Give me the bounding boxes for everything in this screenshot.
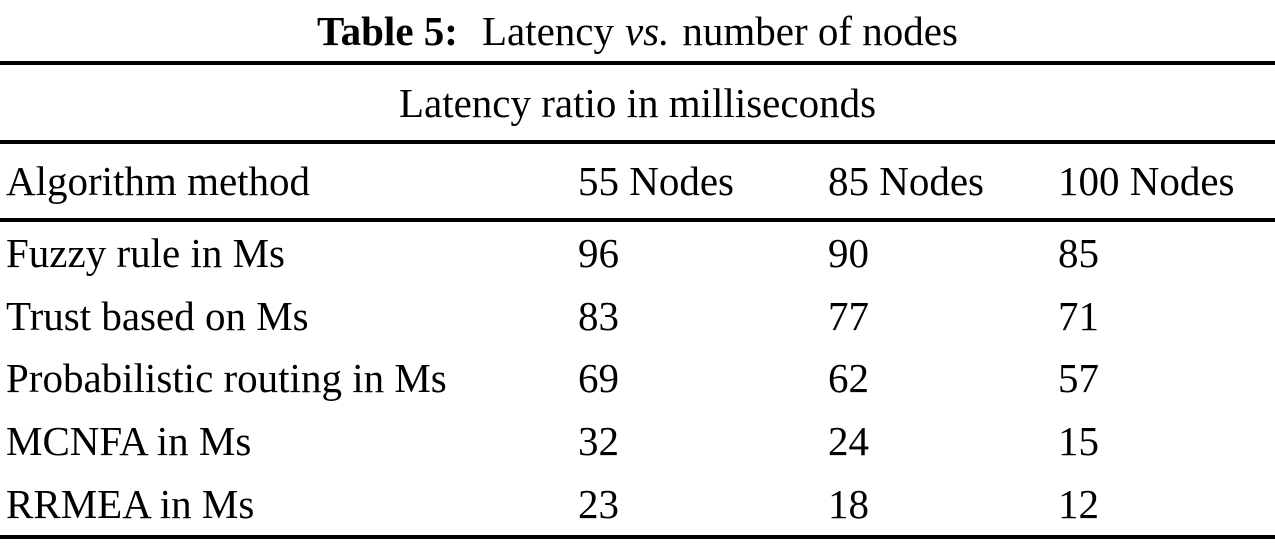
row-label: RRMEA in Ms xyxy=(6,480,255,527)
table-cell: 12 xyxy=(1058,480,1099,527)
table-row: Trust based on Ms 83 77 71 xyxy=(0,285,1275,348)
table-cell: 85 xyxy=(1058,230,1099,277)
table-row: RRMEA in Ms 23 18 12 xyxy=(0,472,1275,535)
table-caption-text-end: number of nodes xyxy=(682,7,958,54)
table-caption: Table 5: Latency vs. number of nodes xyxy=(0,0,1275,61)
table-row: MCNFA in Ms 32 24 15 xyxy=(0,410,1275,473)
column-header-100-nodes: 100 Nodes xyxy=(1058,158,1235,204)
table-caption-vs: vs. xyxy=(624,7,670,54)
table-header-row: Algorithm method 55 Nodes 85 Nodes 100 N… xyxy=(0,144,1275,218)
table-cell: 23 xyxy=(578,480,619,527)
table-body: Fuzzy rule in Ms 96 90 85 Trust based on… xyxy=(0,222,1275,535)
table-row: Fuzzy rule in Ms 96 90 85 xyxy=(0,222,1275,285)
table-cell: 77 xyxy=(828,292,869,339)
table-cell: 83 xyxy=(578,292,619,339)
table-subtitle: Latency ratio in milliseconds xyxy=(398,79,877,126)
table-cell: 69 xyxy=(578,355,619,402)
subtitle-rule xyxy=(0,140,1275,144)
table-cell: 24 xyxy=(828,418,869,465)
table-row: Probabilistic routing in Ms 69 62 57 xyxy=(0,347,1275,410)
column-header-algorithm-method: Algorithm method xyxy=(6,158,311,204)
table-cell: 71 xyxy=(1058,292,1099,339)
table-caption-text: Latency xyxy=(481,7,614,54)
column-header-55-nodes: 55 Nodes xyxy=(578,158,735,204)
table-caption-number: Table 5: xyxy=(317,7,458,54)
table-cell: 96 xyxy=(578,230,619,277)
column-header-85-nodes: 85 Nodes xyxy=(828,158,985,204)
top-rule xyxy=(0,61,1275,65)
table-cell: 32 xyxy=(578,418,619,465)
table-cell: 15 xyxy=(1058,418,1099,465)
bottom-rule xyxy=(0,534,1275,539)
row-label: MCNFA in Ms xyxy=(6,418,252,465)
row-label: Probabilistic routing in Ms xyxy=(6,355,447,402)
row-label: Trust based on Ms xyxy=(6,292,309,339)
table-cell: 62 xyxy=(828,355,869,402)
table-cell: 57 xyxy=(1058,355,1099,402)
table-cell: 18 xyxy=(828,480,869,527)
row-label: Fuzzy rule in Ms xyxy=(6,230,285,277)
header-rule xyxy=(0,218,1275,222)
table-cell: 90 xyxy=(828,230,869,277)
